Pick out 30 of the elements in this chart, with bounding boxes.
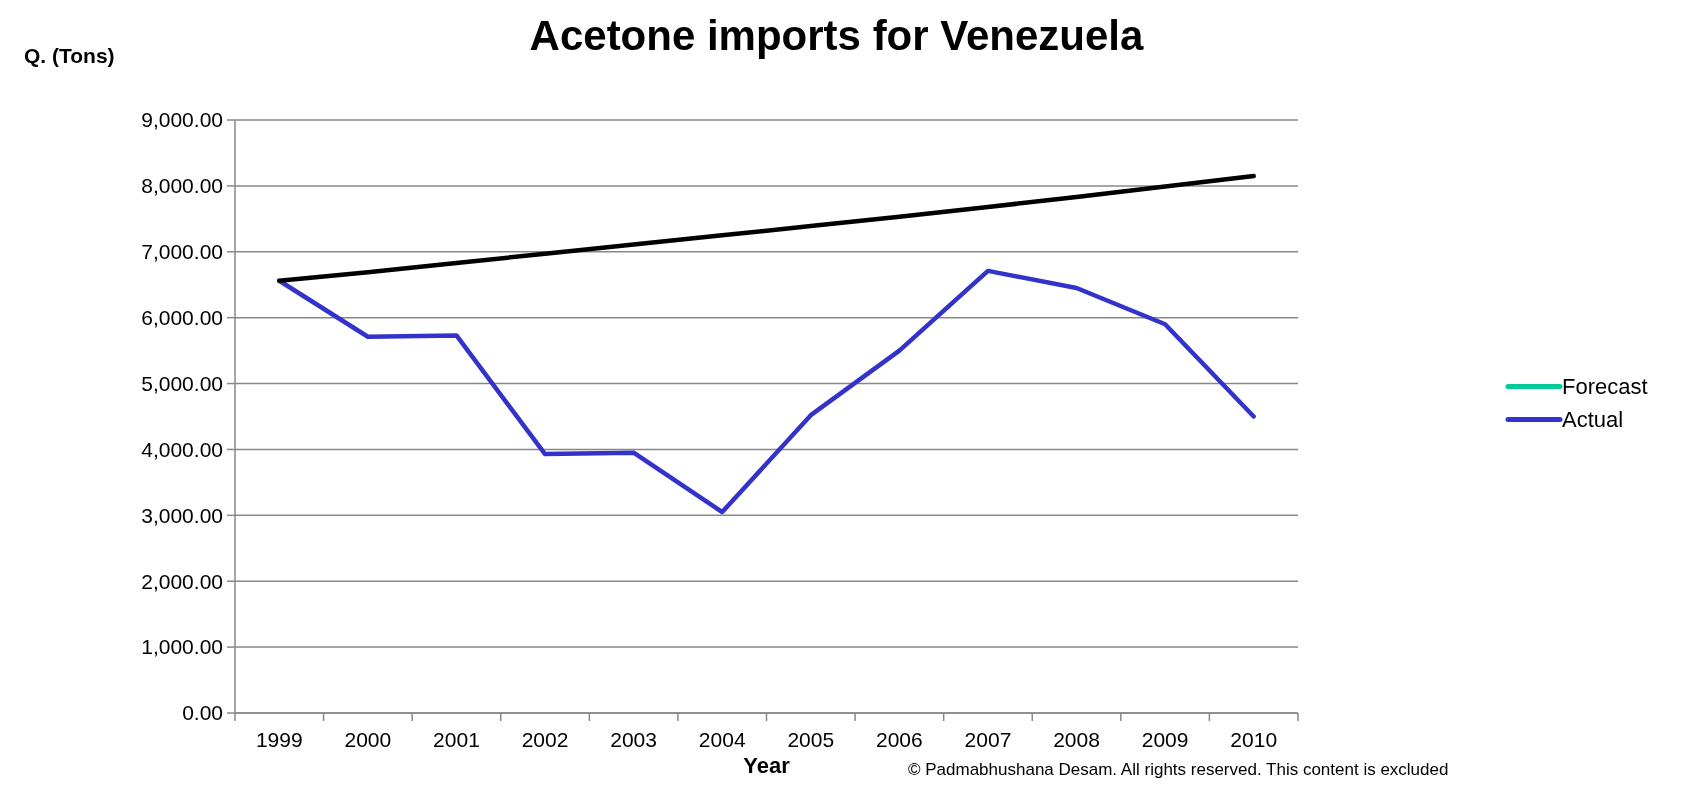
x-tick-label: 2001: [433, 728, 480, 751]
y-tick-label: 3,000.00: [141, 503, 223, 527]
y-axis-title: Q. (Tons): [24, 44, 115, 67]
x-tick-label: 2007: [964, 728, 1012, 751]
x-tick-label: 2005: [787, 728, 835, 751]
legend-label: Forecast: [1562, 374, 1648, 400]
y-tick-label: 0.00: [182, 701, 223, 725]
y-tick-label: 5,000.00: [141, 371, 223, 395]
line-series: [277, 268, 1256, 515]
x-tick-label: 2008: [1053, 728, 1100, 751]
y-tick-label: 8,000.00: [141, 174, 223, 198]
x-tick-label: 2002: [521, 728, 569, 751]
x-tick-label: 2003: [610, 728, 657, 751]
y-tick-label: 1,000.00: [141, 635, 223, 659]
y-tick-label: 9,000.00: [141, 108, 223, 132]
x-tick-label: 2010: [1230, 728, 1278, 751]
x-tick-label: 2000: [344, 728, 392, 751]
chart-title: Acetone imports for Venezuela: [529, 12, 1145, 59]
line-series: [277, 173, 1256, 284]
x-tick-label: 2009: [1141, 728, 1189, 751]
y-tick-label: 6,000.00: [141, 306, 223, 330]
y-tick-label: 7,000.00: [141, 240, 223, 264]
x-tick-label: 2006: [876, 728, 923, 751]
x-tick-label: 2004: [698, 728, 746, 751]
y-tick-label: 2,000.00: [141, 569, 223, 593]
x-tick-label: 1999: [255, 728, 303, 751]
y-tick-label: 4,000.00: [141, 437, 223, 461]
legend-label: Actual: [1562, 407, 1624, 433]
x-axis-title: Year: [743, 753, 791, 778]
text: © Padmabhushana Desam. All rights reserved. This content is excluded: [908, 760, 1449, 779]
